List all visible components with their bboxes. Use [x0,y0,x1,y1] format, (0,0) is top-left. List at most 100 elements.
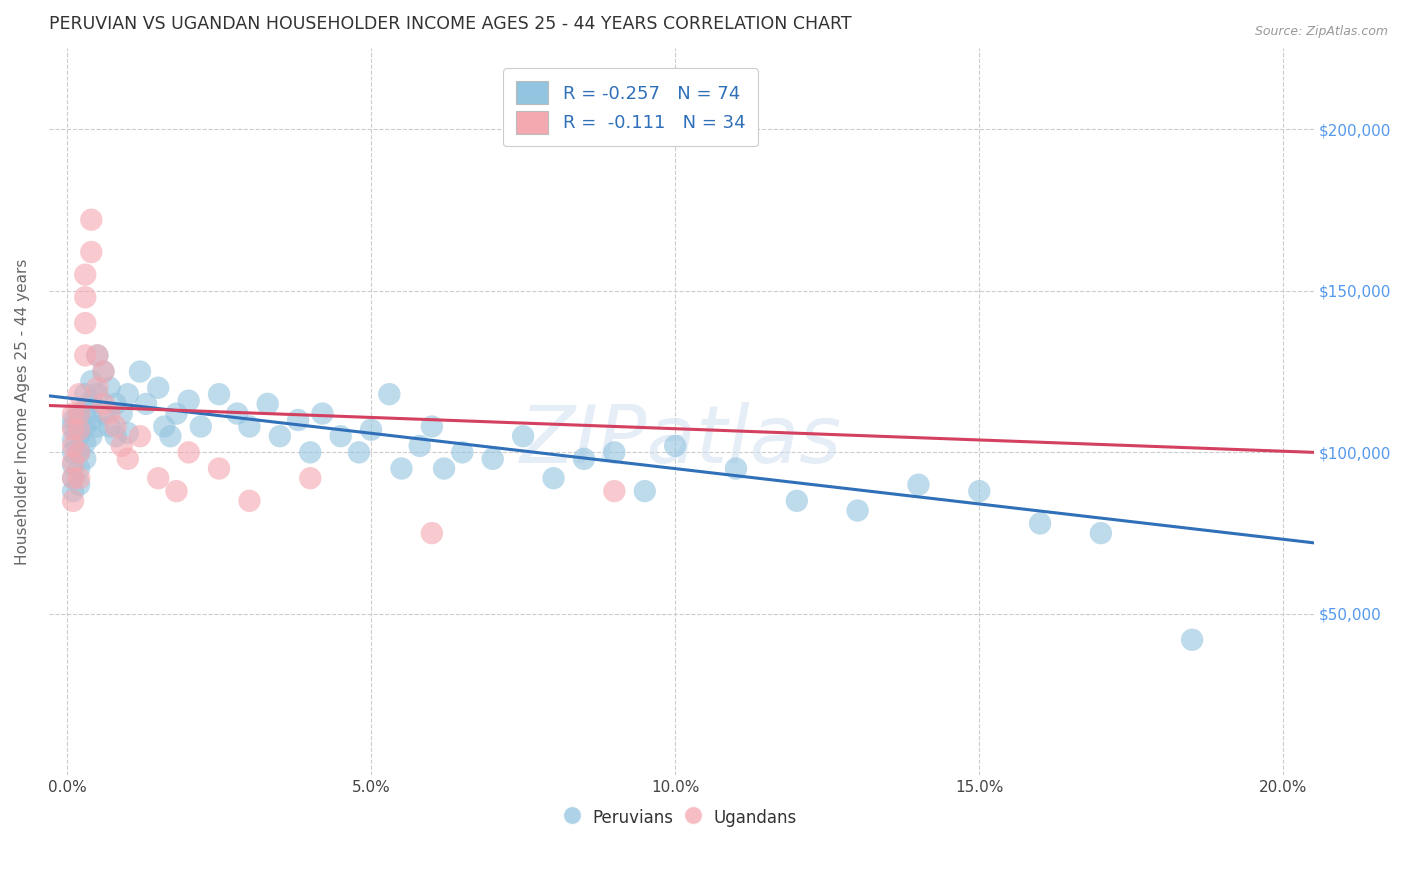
Point [190,419,212,434]
Point [135,397,157,411]
Point [80,374,103,388]
Point [153,419,176,434]
Point [391,461,413,475]
Point [117,451,139,466]
Point [786,493,808,508]
Point [67,445,90,459]
Point [93,407,115,421]
Point [378,387,401,401]
Point [75,387,97,401]
Point [104,429,127,443]
Point [664,439,686,453]
Point [86,387,108,401]
Point [299,445,322,459]
Point [177,393,200,408]
Point [75,435,97,450]
Point [75,403,97,417]
Point [75,316,97,330]
Point [208,387,231,401]
Y-axis label: Householder Income Ages 25 - 44 years: Householder Income Ages 25 - 44 years [15,259,30,566]
Point [287,413,309,427]
Point [634,484,657,499]
Point [208,461,231,475]
Text: Source: ZipAtlas.com: Source: ZipAtlas.com [1254,25,1388,38]
Point [907,477,929,491]
Point [62,455,84,469]
Point [451,445,474,459]
Point [62,471,84,485]
Point [117,425,139,440]
Point [724,461,747,475]
Point [846,503,869,517]
Point [86,348,108,362]
Point [86,381,108,395]
Point [67,445,90,459]
Point [238,419,260,434]
Point [62,471,84,485]
Point [98,407,121,421]
Point [177,445,200,459]
Point [129,365,152,379]
Point [62,439,84,453]
Point [481,451,503,466]
Point [148,471,170,485]
Point [129,429,152,443]
Point [269,429,291,443]
Legend: Peruvians, Ugandans: Peruvians, Ugandans [557,799,806,836]
Point [80,413,103,427]
Point [226,407,249,421]
Point [1090,526,1112,541]
Point [433,461,456,475]
Point [148,381,170,395]
Point [329,429,352,443]
Point [420,419,443,434]
Point [98,381,121,395]
Point [86,348,108,362]
Point [104,419,127,434]
Point [67,387,90,401]
Point [62,413,84,427]
Point [75,419,97,434]
Point [67,423,90,437]
Point [98,419,121,434]
Point [360,423,382,437]
Point [67,407,90,421]
Point [67,429,90,443]
Point [311,407,333,421]
Point [75,451,97,466]
Point [62,407,84,421]
Point [75,268,97,282]
Point [420,526,443,541]
Point [62,445,84,459]
Point [67,419,90,434]
Point [967,484,990,499]
Point [86,419,108,434]
Point [75,290,97,304]
Point [1029,516,1052,531]
Point [166,407,188,421]
Point [80,245,103,260]
Point [299,471,322,485]
Point [67,471,90,485]
Point [159,429,181,443]
Point [111,439,134,453]
Point [67,461,90,475]
Text: PERUVIAN VS UGANDAN HOUSEHOLDER INCOME AGES 25 - 44 YEARS CORRELATION CHART: PERUVIAN VS UGANDAN HOUSEHOLDER INCOME A… [49,15,852,33]
Point [512,429,534,443]
Point [62,493,84,508]
Point [572,451,595,466]
Point [104,397,127,411]
Point [62,419,84,434]
Point [93,365,115,379]
Point [1181,632,1204,647]
Point [93,365,115,379]
Point [62,458,84,473]
Point [80,429,103,443]
Point [256,397,278,411]
Text: ZIPatlas: ZIPatlas [520,402,842,480]
Point [62,433,84,447]
Point [62,423,84,437]
Point [75,348,97,362]
Point [67,407,90,421]
Point [166,484,188,499]
